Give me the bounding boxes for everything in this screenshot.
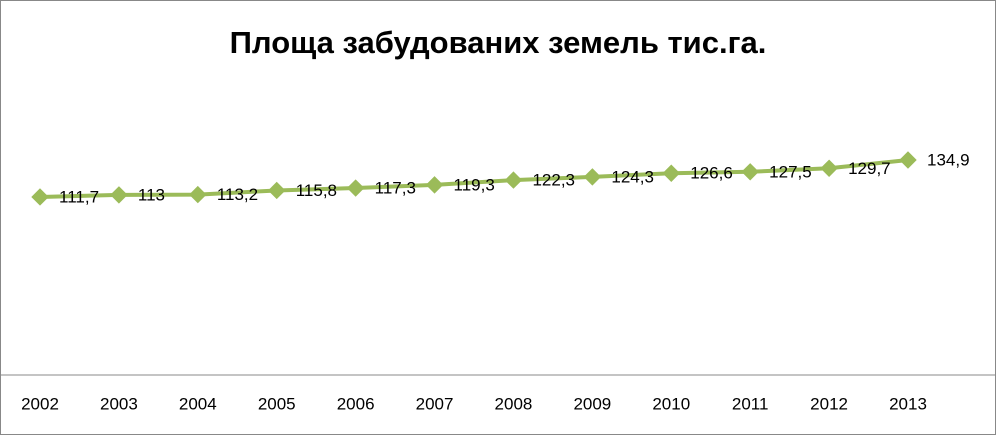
data-marker (899, 151, 917, 169)
data-marker (504, 171, 523, 189)
data-marker (110, 186, 128, 204)
data-marker (425, 176, 444, 194)
data-label: 119,3 (454, 175, 495, 194)
data-label: 124,3 (611, 167, 654, 186)
x-tick-label: 2004 (179, 394, 217, 413)
data-label: 126,6 (690, 164, 733, 183)
data-label: 115,8 (296, 181, 337, 200)
data-marker (31, 188, 49, 206)
data-label: 117,3 (375, 179, 416, 198)
data-label: 134,9 (927, 150, 970, 169)
x-tick-label: 2013 (889, 394, 927, 413)
data-marker (820, 159, 838, 177)
data-label: 122,3 (532, 171, 575, 190)
data-marker (741, 163, 759, 181)
x-tick-label: 2011 (732, 394, 769, 413)
x-tick-label: 2008 (495, 394, 533, 413)
x-tick-label: 2002 (21, 394, 59, 413)
x-tick-label: 2006 (337, 394, 375, 413)
x-tick-label: 2012 (810, 394, 848, 413)
data-label: 113 (138, 185, 165, 204)
data-marker (583, 168, 602, 186)
data-marker (189, 185, 207, 204)
data-marker (268, 181, 286, 200)
x-tick-label: 2005 (258, 394, 296, 413)
data-marker (346, 179, 365, 197)
x-tick-label: 2003 (100, 394, 138, 413)
data-label: 127,5 (769, 162, 812, 181)
chart-title: Площа забудованих земель тис.га. (230, 25, 767, 60)
data-marker (662, 164, 680, 182)
data-label: 129,7 (848, 159, 891, 178)
x-tick-label: 2009 (573, 394, 611, 413)
x-tick-label: 2010 (652, 394, 690, 413)
data-label: 113,2 (217, 185, 258, 204)
x-tick-label: 2007 (416, 394, 454, 413)
data-line (39, 158, 909, 199)
data-label: 111,7 (59, 187, 99, 206)
